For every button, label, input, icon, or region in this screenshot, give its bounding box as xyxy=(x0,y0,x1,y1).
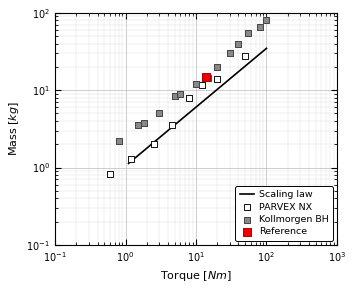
X-axis label: Torque [$Nm$]: Torque [$Nm$] xyxy=(160,269,232,283)
PARVEX NX xyxy=(199,83,204,88)
Kollmorgen BH xyxy=(172,93,178,98)
PARVEX NX xyxy=(128,156,134,161)
PARVEX NX xyxy=(107,172,113,177)
Scaling law xyxy=(243,65,247,68)
PARVEX NX xyxy=(214,77,220,81)
Kollmorgen BH xyxy=(156,111,162,116)
Line: Scaling law: Scaling law xyxy=(128,48,267,164)
Scaling law xyxy=(211,91,215,95)
Kollmorgen BH xyxy=(245,31,251,35)
Legend: Scaling law, PARVEX NX, Kollmorgen BH, Reference: Scaling law, PARVEX NX, Kollmorgen BH, R… xyxy=(235,186,333,241)
Scaling law xyxy=(126,162,131,165)
PARVEX NX xyxy=(243,53,248,58)
Kollmorgen BH xyxy=(206,75,211,80)
Kollmorgen BH xyxy=(236,41,241,46)
Scaling law xyxy=(264,47,269,50)
Kollmorgen BH xyxy=(193,82,199,86)
Y-axis label: Mass [$kg$]: Mass [$kg$] xyxy=(7,102,21,156)
Kollmorgen BH xyxy=(135,123,141,128)
Kollmorgen BH xyxy=(257,25,263,30)
Scaling law xyxy=(209,93,213,97)
Kollmorgen BH xyxy=(264,17,269,22)
Scaling law xyxy=(251,57,256,61)
Kollmorgen BH xyxy=(214,65,220,69)
Kollmorgen BH xyxy=(178,91,183,96)
Kollmorgen BH xyxy=(141,120,146,125)
PARVEX NX xyxy=(186,95,192,100)
Scaling law xyxy=(127,161,131,165)
Reference xyxy=(204,74,209,79)
Kollmorgen BH xyxy=(227,51,233,56)
PARVEX NX xyxy=(151,142,156,146)
Scaling law xyxy=(208,94,212,97)
PARVEX NX xyxy=(169,123,174,128)
Kollmorgen BH xyxy=(116,139,122,143)
